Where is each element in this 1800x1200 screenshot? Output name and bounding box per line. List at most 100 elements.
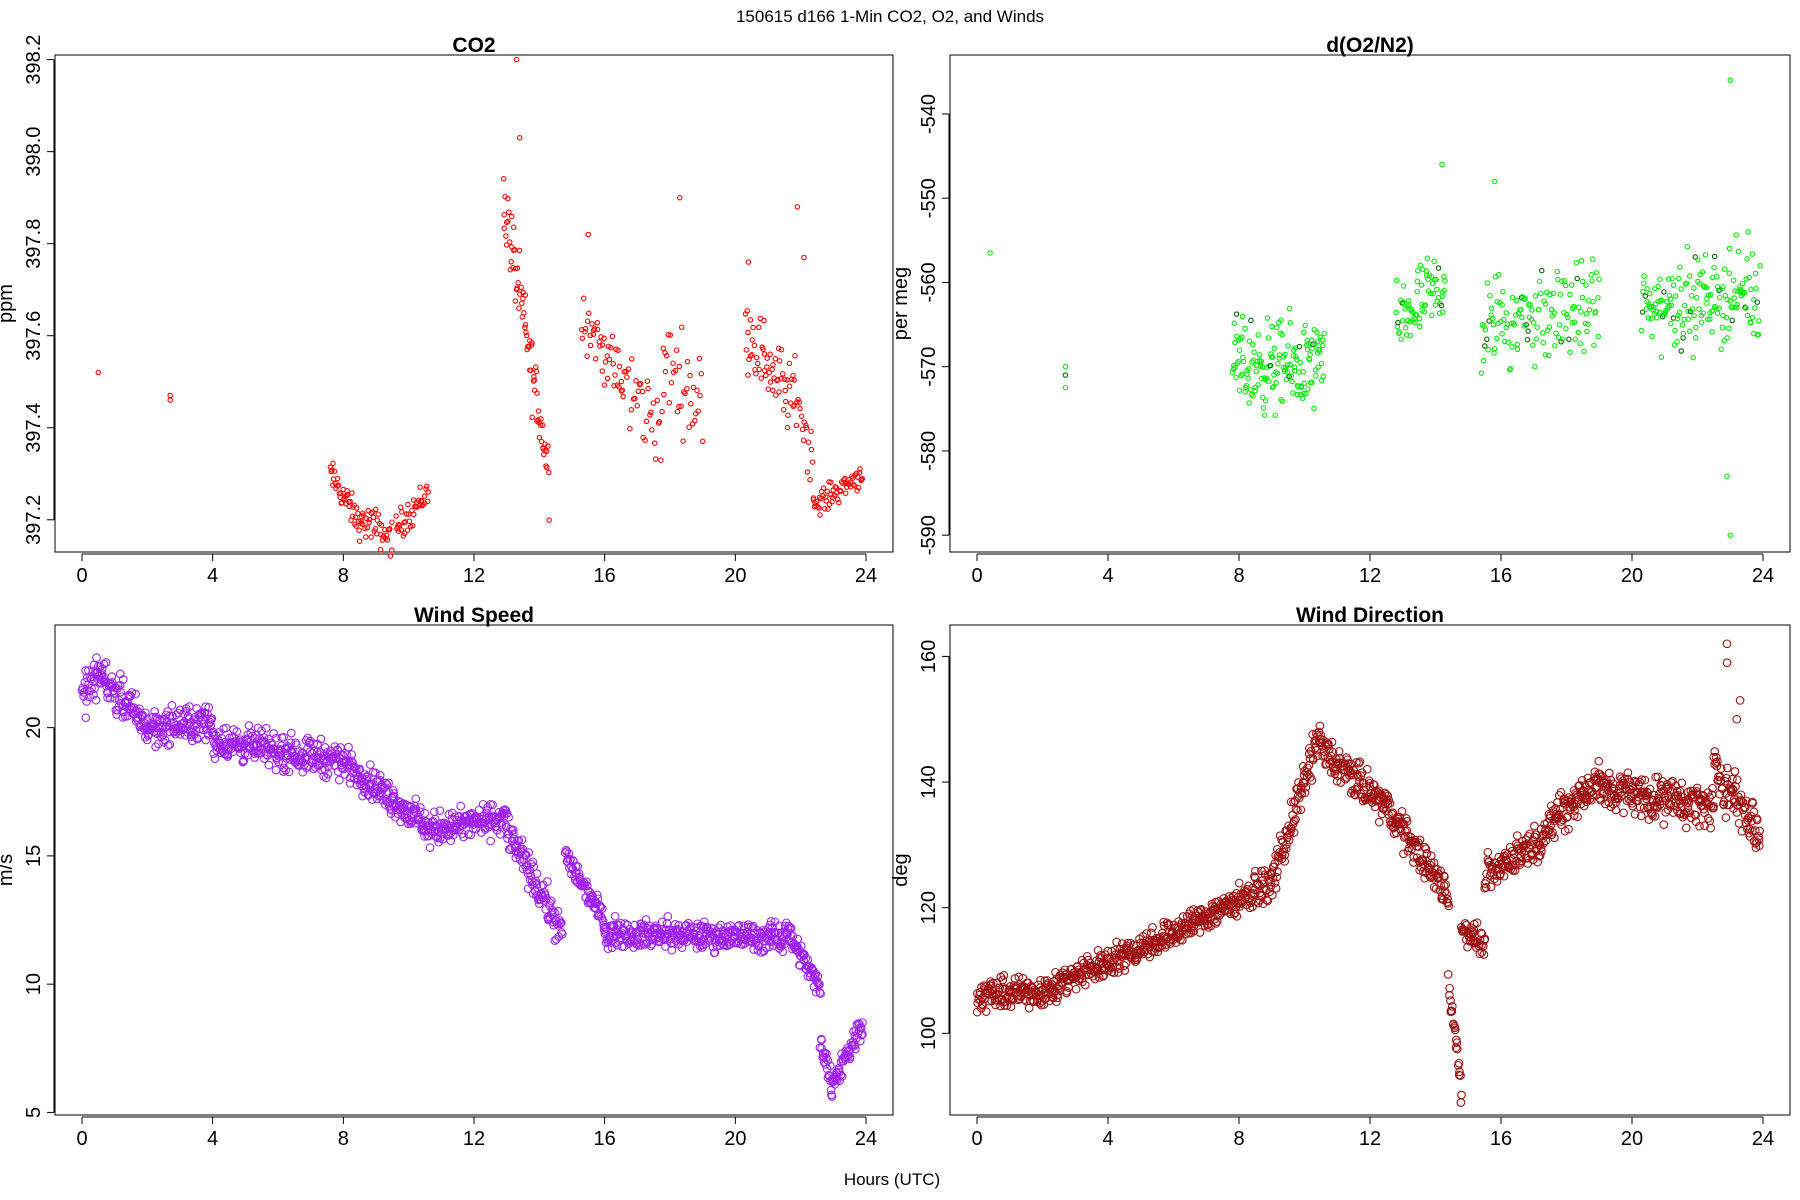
data-point — [99, 659, 109, 669]
data-point — [501, 211, 507, 218]
data-point — [1661, 289, 1667, 295]
data-point — [1452, 1044, 1462, 1054]
data-point — [1422, 849, 1432, 859]
data-point — [1639, 803, 1649, 813]
data-point — [279, 732, 288, 742]
data-point — [699, 934, 709, 944]
data-point — [1413, 312, 1420, 318]
data-point — [1251, 349, 1257, 355]
data-point — [609, 333, 616, 340]
data-point — [1267, 890, 1277, 900]
y-tick-label: 397.2 — [23, 495, 45, 545]
data-point — [1255, 382, 1261, 388]
data-point — [1604, 768, 1614, 778]
data-point — [1447, 1006, 1457, 1016]
data-point — [800, 437, 807, 443]
data-point — [1561, 278, 1568, 284]
data-point — [1441, 880, 1451, 889]
data-point — [1424, 255, 1431, 261]
data-point — [801, 254, 807, 261]
data-point — [1649, 333, 1655, 340]
data-point — [1558, 339, 1564, 345]
data-point — [1284, 835, 1294, 845]
x-tick-label: 20 — [1621, 565, 1643, 587]
x-tick-label: 12 — [1359, 1128, 1381, 1150]
data-point — [444, 829, 454, 839]
data-point — [1112, 937, 1121, 947]
data-point — [842, 490, 849, 496]
data-point — [1727, 77, 1734, 84]
data-point — [629, 356, 635, 362]
data-point — [1526, 840, 1535, 850]
data-point — [1421, 844, 1431, 854]
data-point — [1749, 314, 1756, 321]
data-point — [1709, 803, 1718, 813]
data-point — [1579, 278, 1586, 285]
data-point — [1442, 278, 1448, 284]
data-point — [519, 300, 525, 307]
data-point — [1578, 308, 1584, 315]
data-point — [1607, 783, 1617, 793]
data-point — [1678, 286, 1684, 292]
data-point — [1275, 360, 1281, 367]
data-point — [557, 929, 567, 939]
data-point — [1658, 777, 1667, 786]
data-point — [89, 660, 99, 670]
data-point — [1043, 979, 1053, 988]
data-point — [533, 364, 539, 370]
data-point — [815, 504, 821, 510]
data-point — [1681, 796, 1690, 805]
data-point — [1541, 836, 1551, 846]
data-point — [564, 849, 574, 858]
data-point — [1534, 851, 1544, 861]
data-point — [1312, 373, 1319, 379]
data-point — [156, 727, 166, 737]
data-point — [1297, 359, 1303, 366]
data-point — [709, 924, 718, 934]
data-point — [1739, 280, 1746, 287]
data-point — [344, 742, 353, 752]
data-point — [582, 328, 588, 335]
data-point — [529, 339, 535, 346]
data-point — [782, 398, 789, 405]
data-point — [556, 918, 566, 928]
data-point — [1724, 473, 1730, 479]
data-point — [1681, 823, 1691, 833]
data-point — [1279, 398, 1286, 404]
data-point — [1457, 1090, 1466, 1100]
data-point — [1530, 319, 1537, 326]
data-point — [733, 922, 743, 931]
data-point — [429, 807, 439, 817]
data-point — [758, 375, 764, 381]
data-point — [1395, 812, 1405, 822]
data-point — [1594, 756, 1604, 766]
data-point — [1674, 795, 1684, 804]
data-point — [1757, 263, 1763, 269]
data-point — [1292, 345, 1298, 351]
data-point — [678, 324, 685, 330]
data-point — [1525, 829, 1535, 839]
plot-frame — [54, 624, 894, 1116]
data-point — [193, 734, 202, 744]
data-point — [1533, 336, 1540, 342]
data-point — [638, 380, 644, 387]
data-point — [1529, 307, 1535, 313]
data-point — [1696, 306, 1702, 312]
data-point — [347, 498, 353, 505]
data-point — [1616, 791, 1626, 801]
data-point — [529, 414, 535, 421]
data-point — [1326, 751, 1336, 761]
data-point — [1273, 379, 1279, 386]
data-point — [1743, 305, 1749, 311]
data-point — [1054, 972, 1064, 982]
data-point — [1675, 275, 1682, 282]
data-point — [1250, 341, 1256, 348]
data-point — [516, 305, 522, 311]
data-point — [1653, 309, 1660, 315]
data-point — [1455, 1067, 1464, 1077]
data-point — [1686, 273, 1693, 279]
data-point — [856, 1023, 866, 1033]
data-point — [766, 916, 776, 926]
data-point — [1645, 784, 1655, 794]
data-point — [1532, 293, 1539, 299]
